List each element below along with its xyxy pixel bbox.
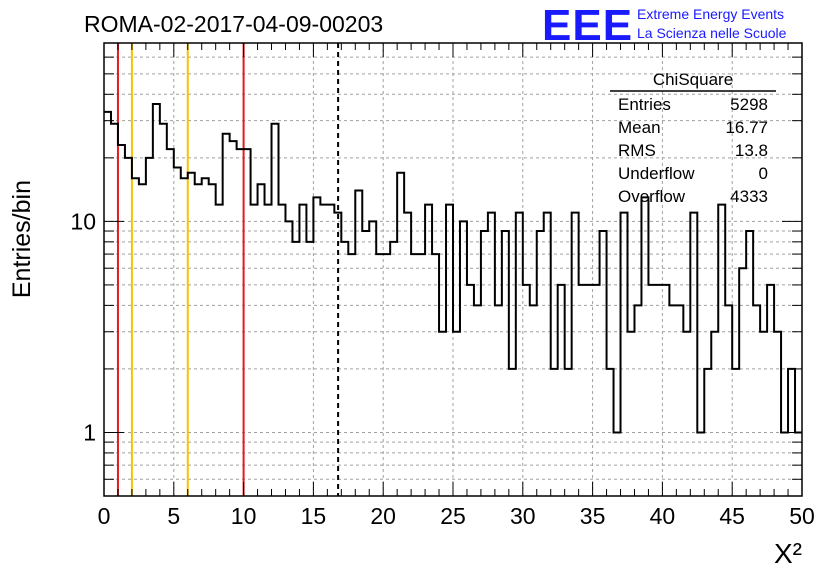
marker-lines	[116, 43, 340, 496]
stats-box: ChiSquare Entries 5298 Mean 16.77 RMS 13.8 Und…	[610, 70, 776, 206]
stats-label: Overflow	[618, 187, 686, 206]
x-tick-label: 40	[650, 503, 676, 529]
x-tick-label: 0	[98, 503, 111, 529]
x-tick-label: 5	[167, 503, 180, 529]
stats-value: 16.77	[725, 118, 768, 137]
y-tick-label: 10	[70, 208, 96, 234]
stats-label: Entries	[618, 95, 671, 114]
plot-frame	[103, 42, 803, 497]
logo-line-1: Extreme Energy Events	[637, 6, 784, 22]
x-tick-label: 35	[580, 503, 606, 529]
x-axis-label: X²	[774, 538, 802, 569]
y-tick-labels: 1 10	[70, 208, 96, 445]
logo-line-2: La Scienza nelle Scuole	[637, 25, 787, 41]
x-tick-labels: 0 5 10 15 20 25 30 35 40 45 50	[98, 503, 815, 529]
histogram-line	[104, 102, 802, 434]
stats-label: Underflow	[618, 164, 695, 183]
run-title: ROMA-02-2017-04-09-00203	[84, 11, 383, 37]
stats-label: RMS	[618, 141, 656, 160]
logo-mark: EEE	[542, 1, 633, 50]
x-tick-label: 25	[440, 503, 466, 529]
stats-value: 13.8	[735, 141, 768, 160]
stats-label: Mean	[618, 118, 661, 137]
x-tick-label: 50	[789, 503, 815, 529]
x-tick-label: 15	[301, 503, 327, 529]
stats-title: ChiSquare	[653, 70, 733, 89]
y-tick-label: 1	[83, 419, 96, 445]
x-tick-label: 30	[510, 503, 536, 529]
eee-logo: EEE Extreme Energy Events La Scienza nel…	[542, 1, 787, 50]
axis-ticks	[103, 42, 803, 497]
x-tick-label: 10	[231, 503, 257, 529]
x-tick-label: 20	[370, 503, 396, 529]
stats-value: 0	[759, 164, 768, 183]
y-axis-label: Entries/bin	[8, 180, 36, 298]
x-tick-label: 45	[719, 503, 745, 529]
stats-value: 4333	[730, 187, 768, 206]
stats-value: 5298	[730, 95, 768, 114]
